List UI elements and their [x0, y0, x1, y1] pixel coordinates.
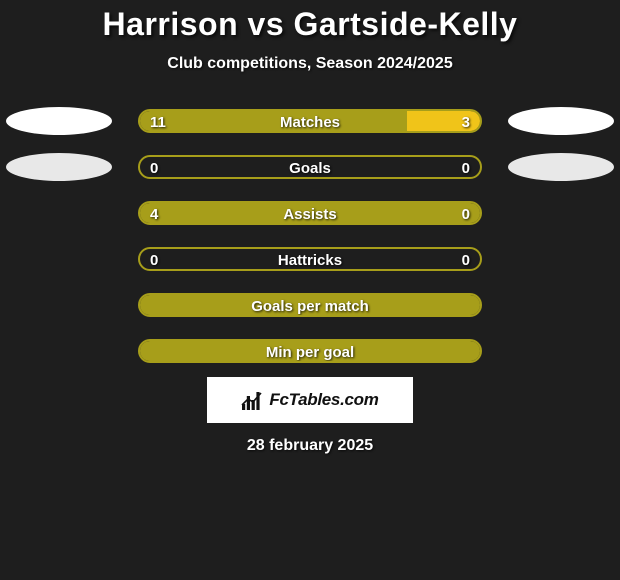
page-title: Harrison vs Gartside-Kelly: [0, 6, 620, 43]
logo-text: FcTables.com: [269, 390, 378, 410]
page-subtitle: Club competitions, Season 2024/2025: [0, 55, 620, 73]
stat-bar: 113Matches: [138, 109, 482, 133]
stat-bar: Goals per match: [138, 293, 482, 317]
player-badge-left: [6, 153, 112, 181]
footer-date: 28 february 2025: [0, 437, 620, 455]
chart-icon: [241, 390, 263, 410]
comparison-infographic: Harrison vs Gartside-Kelly Club competit…: [0, 0, 620, 580]
bar-seg-right: [407, 111, 480, 131]
player-badge-left: [6, 107, 112, 135]
stat-row: 00Goals: [0, 155, 620, 179]
stat-bar: 40Assists: [138, 201, 482, 225]
stat-bar: Min per goal: [138, 339, 482, 363]
stat-row: 40Assists: [0, 201, 620, 225]
source-logo: FcTables.com: [207, 377, 413, 423]
player-badge-right: [508, 153, 614, 181]
stat-rows: 113Matches 00Goals 40Assists 00Hattricks Goa…: [0, 109, 620, 363]
stat-bar: 00Hattricks: [138, 247, 482, 271]
stat-row: 00Hattricks: [0, 247, 620, 271]
player-badge-right: [508, 107, 614, 135]
stat-bar: 00Goals: [138, 155, 482, 179]
bar-seg-left: [140, 203, 480, 223]
bar-seg-left: [140, 111, 407, 131]
stat-row: Goals per match: [0, 293, 620, 317]
stat-row: 113Matches: [0, 109, 620, 133]
stat-row: Min per goal: [0, 339, 620, 363]
